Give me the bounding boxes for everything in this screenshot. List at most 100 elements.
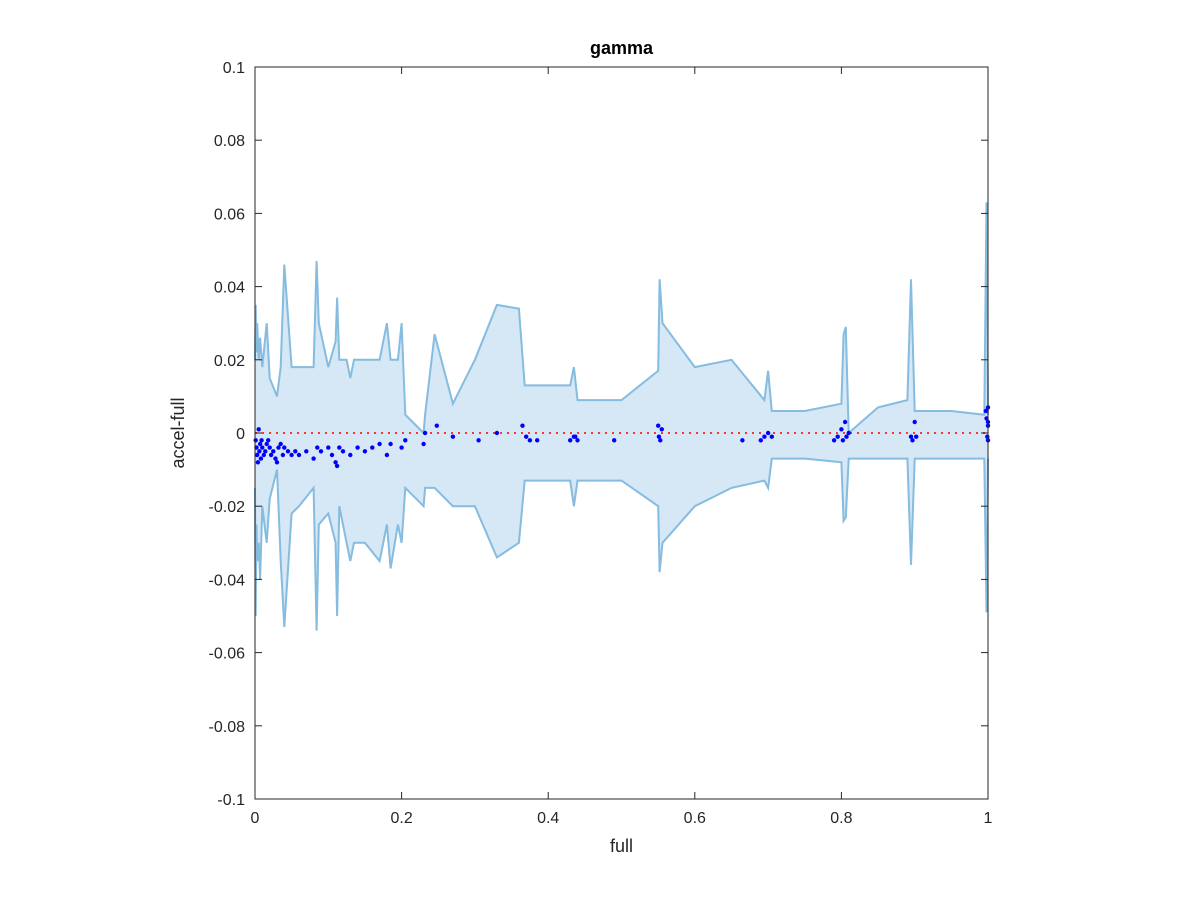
data-point [273,456,278,461]
y-tick-label: -0.1 [217,792,245,809]
data-point [839,427,844,432]
data-point [253,438,258,443]
y-tick-label: 0.06 [214,206,245,223]
band-fill [255,202,988,631]
y-tick-label: 0.02 [214,353,245,370]
data-point [271,449,276,454]
data-point [348,452,353,458]
data-point [260,445,265,450]
data-point [846,430,851,436]
data-point [910,438,915,443]
data-point [261,452,266,458]
x-axis-ticks: 0 0.2 0.4 0.6 0.8 1 [251,67,993,827]
x-tick-label: 0.4 [537,810,559,827]
data-point [494,430,500,436]
data-point [421,441,426,447]
data-point [278,441,283,447]
data-point [765,430,771,436]
data-point [326,445,331,450]
confidence-band [254,202,989,631]
data-point [914,434,919,439]
data-point [315,445,320,450]
data-point [334,463,340,469]
y-tick-label: 0.1 [223,60,245,77]
y-axis-ticks: -0.1 -0.08 -0.06 -0.04 -0.02 0 0.02 0.04 0.06 0.0… [209,60,988,809]
data-point [983,408,988,414]
data-point [388,441,393,447]
data-point [268,452,274,458]
data-point [256,427,261,432]
data-point [450,434,456,439]
data-point [403,438,408,443]
y-tick-label: -0.06 [209,646,246,663]
data-point [258,456,264,461]
data-point [399,445,404,450]
data-point [259,438,264,443]
data-point [527,438,533,443]
data-point [264,441,269,447]
y-tick-label: 0.08 [214,133,245,150]
x-tick-label: 0 [251,810,260,827]
data-point [255,452,260,458]
data-point [840,438,846,443]
chart-title: gamma [590,38,654,58]
data-point [266,438,271,443]
data-point [844,434,849,439]
data-point [769,434,774,439]
data-point [329,452,335,458]
data-point [384,452,390,458]
x-tick-label: 0.8 [830,810,852,827]
data-point [377,441,382,447]
data-point [612,438,617,443]
data-point [274,460,280,465]
data-point [835,434,840,439]
y-tick-label: 0 [236,426,245,443]
data-point [296,452,302,458]
data-point [282,445,287,450]
data-point [340,449,346,454]
data-point [658,438,663,443]
data-point [293,449,298,454]
data-point [355,445,360,450]
y-tick-label: 0.04 [214,280,245,297]
data-point [257,449,262,454]
data-point [740,438,745,443]
data-point [255,460,261,465]
data-point [568,438,573,443]
data-point [276,445,281,450]
y-axis-label: accel-full [168,397,188,468]
data-point [318,449,324,454]
data-point [289,452,294,458]
plot-area [253,66,991,800]
data-point [842,419,848,425]
data-point [908,434,914,439]
data-point [285,449,291,454]
data-point [912,419,917,425]
data-point [267,445,272,450]
data-point [263,449,268,454]
y-tick-label: -0.08 [209,719,246,736]
data-point [257,441,263,447]
data-point [333,460,338,465]
data-point [362,449,368,454]
x-tick-label: 0.6 [684,810,706,827]
x-tick-label: 1 [984,810,993,827]
data-point [762,434,767,439]
data-point [656,423,661,428]
data-point [524,434,529,439]
data-point [659,427,664,432]
data-point [476,438,481,443]
data-point [575,438,580,443]
data-point [758,438,763,443]
band-lower-edge [254,457,989,631]
data-point [422,430,428,436]
x-axis-label: full [610,836,633,856]
band-upper-edge [254,202,989,436]
data-point [434,423,439,428]
data-point [337,445,342,450]
data-point [304,449,309,454]
x-tick-label: 0.2 [390,810,412,827]
y-tick-label: -0.04 [209,572,246,589]
data-point [280,452,286,458]
